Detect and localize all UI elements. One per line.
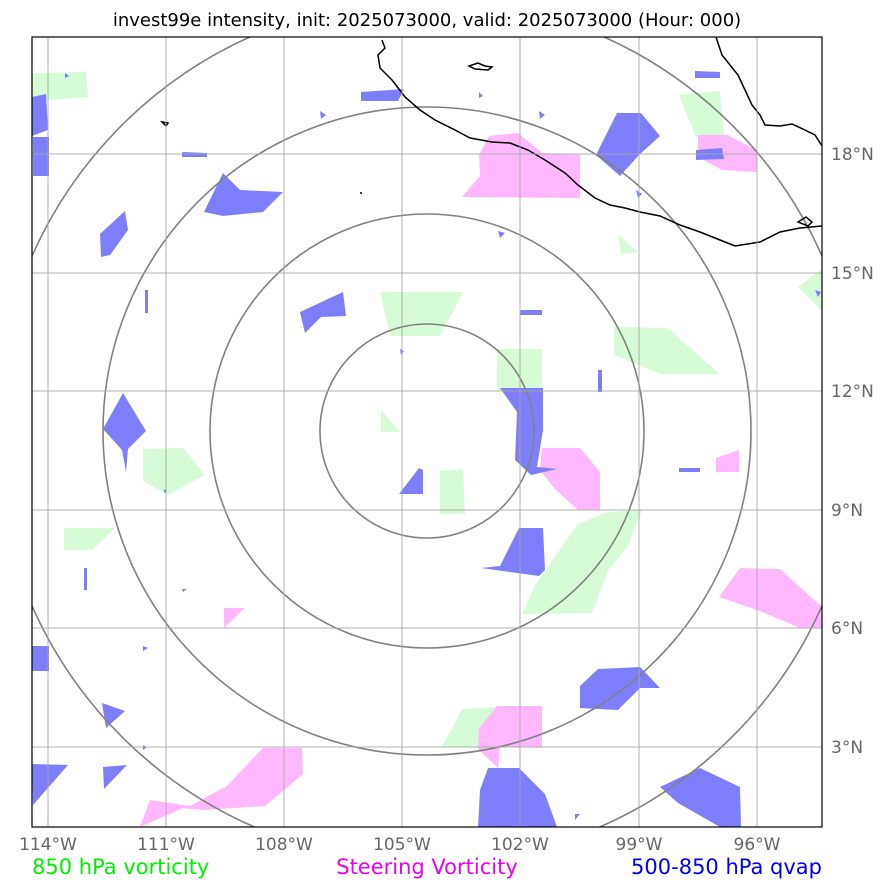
legend-steering-vorticity: Steering Vorticity: [336, 855, 518, 879]
lon-tick-label: 102°W: [491, 835, 549, 855]
graticule: [32, 37, 822, 827]
lon-tick-label: 108°W: [255, 835, 313, 855]
lat-tick-label: 3°N: [831, 738, 863, 758]
lon-tick-label: 111°W: [137, 835, 195, 855]
steering-vorticity-layer: [140, 133, 822, 827]
map-title: invest99e intensity, init: 2025073000, v…: [113, 10, 741, 31]
lon-tick-label: 96°W: [734, 835, 781, 855]
lat-tick-label: 12°N: [831, 382, 874, 402]
lon-tick-label: 114°W: [19, 835, 77, 855]
legend-qvap: 500-850 hPa qvap: [631, 855, 822, 879]
lat-tick-label: 6°N: [831, 619, 863, 639]
vorticity-layer: [32, 72, 822, 747]
lon-tick-label: 105°W: [373, 835, 431, 855]
qvap-layer: [32, 71, 821, 827]
coastline: [159, 37, 822, 247]
plot-area: [32, 37, 822, 827]
range-ring-3: [102, 106, 752, 756]
lon-tick-label: 99°W: [616, 835, 663, 855]
lat-tick-label: 18°N: [831, 145, 874, 165]
range-rings: [32, 37, 822, 827]
lat-tick-label: 9°N: [831, 501, 863, 521]
lat-tick-label: 15°N: [831, 264, 874, 284]
range-ring-2: [209, 213, 645, 649]
lon-tick-labels: 114°W 111°W 108°W 105°W 102°W 99°W 96°W: [19, 835, 781, 855]
lat-tick-labels: 18°N 15°N 12°N 9°N 6°N 3°N: [831, 145, 874, 758]
range-ring-1: [319, 323, 535, 539]
legend-vorticity: 850 hPa vorticity: [32, 855, 209, 879]
plot-layers: [32, 37, 822, 827]
plot-frame: [31, 36, 823, 828]
